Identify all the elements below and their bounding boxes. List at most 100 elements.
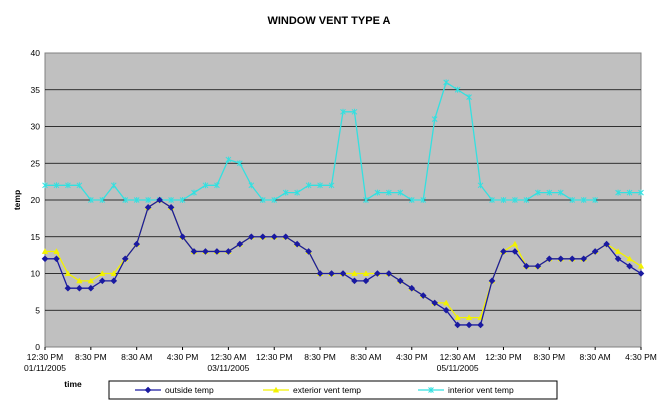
y-axis-ticks: 0 5 10 15 20 25 30 35 40 [31, 48, 41, 352]
legend-label: exterior vent temp [293, 385, 361, 395]
data-point [191, 189, 197, 196]
data-point [41, 255, 49, 263]
data-point [351, 270, 358, 276]
legend-marker [272, 386, 280, 393]
legend-label: outside temp [165, 385, 214, 395]
gridlines [45, 89, 641, 311]
data-point [87, 284, 95, 292]
data-point [443, 79, 450, 86]
legend-label: interior vent temp [448, 385, 514, 395]
data-point [316, 270, 324, 277]
data-point [156, 196, 163, 204]
x-tick-label: 8:30 PM [533, 352, 565, 362]
data-point [133, 240, 140, 248]
data-point [282, 189, 289, 196]
data-point [282, 233, 289, 241]
y-tick-label: 5 [35, 305, 40, 315]
data-point [569, 197, 576, 203]
data-point [488, 277, 496, 285]
data-point [225, 156, 232, 163]
data-point [213, 248, 221, 255]
y-tick-label: 40 [31, 48, 41, 58]
data-point [328, 270, 335, 277]
x-tick-date-label: 03/11/2005 [207, 363, 249, 373]
data-point [534, 262, 542, 270]
data-point [179, 233, 186, 241]
y-axis-label: temp [12, 190, 22, 210]
data-point [363, 197, 369, 203]
data-point [500, 197, 507, 203]
data-point [271, 197, 278, 203]
data-point [99, 197, 106, 203]
data-point [465, 321, 473, 329]
data-point [603, 240, 610, 248]
data-point [179, 197, 186, 203]
data-point [374, 270, 381, 277]
data-point [442, 299, 450, 306]
data-point [144, 204, 152, 211]
data-point [489, 197, 495, 203]
data-point [110, 270, 117, 276]
legend-marker [428, 387, 434, 393]
data-point [65, 182, 71, 189]
data-point [87, 277, 95, 284]
x-tick-label: 12:30 PM [485, 352, 521, 362]
data-point [512, 197, 518, 203]
data-point [87, 197, 94, 203]
data-point [500, 248, 507, 255]
data-point [511, 248, 519, 255]
data-point [293, 240, 301, 248]
legend-entry: interior vent temp [418, 385, 514, 395]
data-point [328, 182, 335, 189]
data-point [477, 182, 484, 189]
data-point [385, 270, 393, 277]
data-point [225, 248, 232, 255]
data-point [523, 197, 530, 203]
data-point [637, 262, 645, 269]
legend-marker [144, 386, 152, 394]
data-point [385, 189, 392, 196]
y-tick-label: 15 [31, 232, 41, 242]
data-point [305, 182, 312, 189]
x-tick-label: 8:30 AM [580, 352, 611, 362]
x-tick-label: 12:30 AM [210, 352, 246, 362]
data-point [248, 233, 255, 241]
data-point [167, 204, 175, 211]
data-point [362, 270, 370, 276]
data-point [317, 182, 323, 189]
data-point [591, 248, 599, 255]
x-tick-label: 4:30 PM [167, 352, 199, 362]
data-point [41, 248, 49, 254]
data-point [408, 284, 416, 292]
data-point [477, 321, 484, 329]
data-point [431, 299, 438, 307]
data-point [122, 197, 129, 203]
data-point [626, 255, 633, 262]
data-point [76, 284, 83, 292]
data-point [53, 182, 60, 189]
series-outside-temp [41, 196, 645, 329]
data-point [294, 189, 301, 196]
data-point [202, 248, 209, 255]
data-point [362, 277, 370, 285]
y-tick-label: 30 [31, 122, 41, 132]
data-point [305, 248, 312, 255]
data-point [546, 189, 553, 196]
data-point [53, 248, 60, 254]
data-point [202, 182, 209, 189]
data-point [351, 277, 358, 285]
y-tick-label: 35 [31, 85, 41, 95]
data-point [110, 182, 117, 189]
legend-entry: exterior vent temp [263, 385, 361, 395]
data-point [259, 233, 267, 241]
series-group [41, 79, 645, 329]
data-point [214, 182, 220, 189]
y-tick-label: 25 [31, 158, 41, 168]
data-point [248, 182, 255, 189]
legend [108, 380, 558, 400]
data-point [454, 86, 461, 93]
data-point [76, 277, 83, 284]
data-point [340, 108, 346, 115]
data-point [615, 189, 621, 196]
